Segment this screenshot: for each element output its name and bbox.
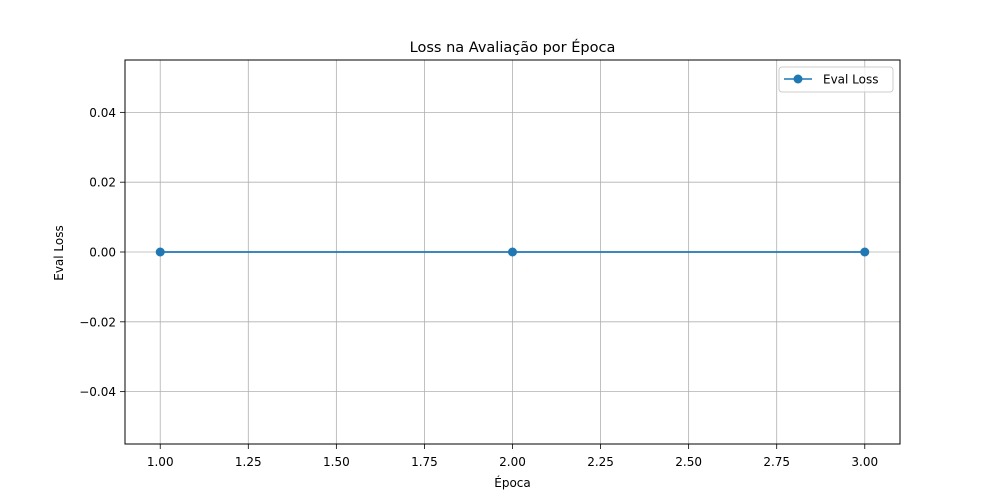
x-tick-label: 1.75 [411,455,438,469]
x-tick-label: 2.00 [499,455,526,469]
x-tick-label: 1.00 [147,455,174,469]
x-tick-label: 2.50 [675,455,702,469]
y-tick-label: −0.04 [79,385,116,399]
legend-label: Eval Loss [823,73,879,87]
x-tick-label: 3.00 [851,455,878,469]
legend-marker-sample [793,74,803,84]
y-tick-label: 0.04 [89,106,116,120]
data-point [508,247,517,257]
x-tick-label: 2.25 [587,455,614,469]
y-tick-label: −0.02 [79,315,116,329]
x-tick-label: 1.50 [323,455,350,469]
x-tick-label: 1.25 [235,455,262,469]
legend: Eval Loss [778,66,894,93]
y-tick-label: 0.02 [89,176,116,190]
y-tick-label: 0.00 [89,246,116,260]
legend-box [778,66,894,93]
chart-title: Loss na Avaliação por Época [410,39,616,56]
data-point [860,247,870,257]
x-tick-label: 2.75 [763,455,790,469]
data-point [155,247,165,257]
y-axis: −0.04 −0.02 0.00 0.02 0.04 [79,106,125,399]
x-axis-title: Época [494,475,531,490]
x-axis: 1.00 1.25 1.50 1.75 2.00 2.25 2.50 2.75 3.00 [147,444,878,469]
y-axis-title: Eval Loss [52,225,66,281]
series-layer [155,247,870,257]
